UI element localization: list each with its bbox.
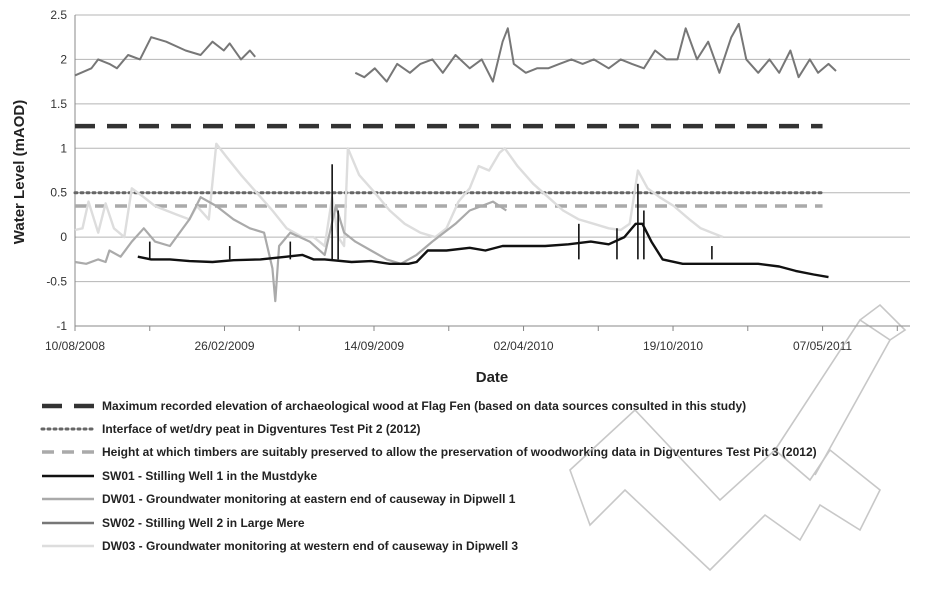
legend-label: DW01 - Groundwater monitoring at eastern… bbox=[102, 492, 516, 507]
legend-item: DW01 - Groundwater monitoring at eastern… bbox=[40, 488, 945, 511]
x-tick-label: 26/02/2009 bbox=[194, 339, 254, 353]
legend-label: Interface of wet/dry peat in Digventures… bbox=[102, 422, 421, 437]
y-tick-label: 0.5 bbox=[50, 186, 67, 200]
x-tick-label: 14/09/2009 bbox=[344, 339, 404, 353]
x-tick-labels: 10/08/2008 26/02/2009 14/09/2009 02/04/2010… bbox=[45, 339, 852, 353]
series-line bbox=[74, 36, 256, 77]
legend-item: Height at which timbers are suitably pre… bbox=[40, 441, 945, 464]
legend-swatch bbox=[42, 403, 94, 408]
legend-label: SW02 - Stilling Well 2 in Large Mere bbox=[102, 515, 305, 530]
y-tick-label: 2 bbox=[60, 52, 67, 66]
series-line bbox=[74, 142, 724, 248]
legend-label: Height at which timbers are suitably pre… bbox=[102, 445, 817, 460]
legend-label: SW01 - Stilling Well 1 in the Mustdyke bbox=[102, 468, 318, 483]
x-tick-label: 10/08/2008 bbox=[45, 339, 105, 353]
legend-item: Maximum recorded elevation of archaeolog… bbox=[40, 394, 945, 417]
water-level-chart: -1-0.500.511.522.5 10/08/2008 26/02/2009 1… bbox=[11, 8, 910, 386]
series-line bbox=[137, 222, 829, 279]
reference-lines bbox=[73, 123, 825, 208]
y-axis-title: Water Level (mAOD) bbox=[11, 100, 28, 244]
legend-swatch bbox=[42, 450, 94, 455]
legend-swatch bbox=[42, 474, 94, 478]
legend-swatch bbox=[42, 521, 94, 524]
x-tick-label: 02/04/2010 bbox=[493, 339, 553, 353]
y-tick-label: 1 bbox=[60, 141, 67, 155]
data-series bbox=[74, 22, 837, 303]
legend-swatch bbox=[40, 427, 96, 431]
legend-swatch bbox=[42, 497, 94, 501]
y-tick-label: -1 bbox=[56, 319, 67, 333]
series-line bbox=[354, 22, 837, 83]
axes bbox=[74, 15, 910, 331]
legend-item: DW03 - Groundwater monitoring at western… bbox=[40, 534, 945, 557]
y-tick-label: 1.5 bbox=[50, 97, 67, 111]
x-tick-label: 19/10/2010 bbox=[643, 339, 703, 353]
y-tick-label: 0 bbox=[60, 230, 67, 244]
legend-item: SW01 - Stilling Well 1 in the Mustdyke bbox=[40, 464, 945, 487]
legend-label: Maximum recorded elevation of archaeolog… bbox=[102, 398, 747, 413]
x-axis-title: Date bbox=[476, 369, 509, 386]
legend-label: DW03 - Groundwater monitoring at western… bbox=[102, 539, 519, 554]
y-tick-label: -0.5 bbox=[46, 275, 67, 289]
watermark-shape bbox=[569, 303, 907, 572]
series-line bbox=[74, 196, 507, 303]
legend-item: Interface of wet/dry peat in Digventures… bbox=[40, 417, 945, 440]
y-tick-labels: -1 -0.5 0 0.5 1 1.5 2 2.5 bbox=[46, 8, 67, 333]
legend: Maximum recorded elevation of archaeolog… bbox=[40, 394, 945, 558]
y-tick-label: 2.5 bbox=[50, 8, 67, 22]
legend-swatch bbox=[42, 544, 94, 548]
legend-item: SW02 - Stilling Well 2 in Large Mere bbox=[40, 511, 945, 534]
x-tick-label: 07/05/2011 bbox=[793, 339, 852, 353]
